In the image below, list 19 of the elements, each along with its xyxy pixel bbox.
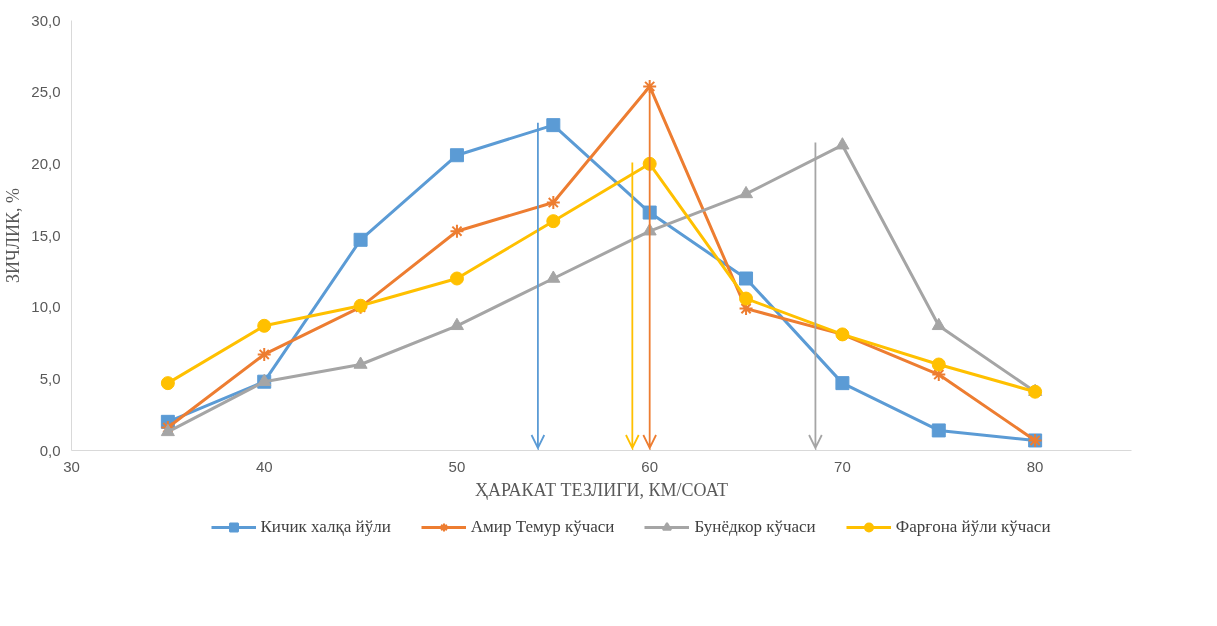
legend-label: Бунёдкор кўчаси	[694, 517, 816, 537]
y-tick-label: 25,0	[31, 83, 61, 101]
y-tick-label: 15,0	[31, 226, 61, 244]
x-tick-label: 30	[63, 457, 80, 475]
x-tick-label: 40	[255, 457, 273, 475]
y-tick-label: 30,0	[31, 11, 61, 29]
legend-label: Фарғона йўли кўчаси	[895, 517, 1051, 537]
x-axis-title: ҲАРАКАТ ТЕЗЛИГИ, КМ/СОАТ	[474, 479, 729, 500]
y-tick-label: 0,0	[39, 441, 61, 459]
y-tick-label: 10,0	[31, 298, 61, 316]
x-tick-label: 80	[1026, 457, 1044, 475]
legend-label: Амир Темур кўчаси	[470, 517, 615, 537]
legend-label: Кичик халқа йўли	[260, 517, 391, 537]
y-axis-title: ЗИЧЛИК, %	[3, 188, 24, 283]
x-tick-label: 50	[448, 457, 466, 475]
y-tick-label: 20,0	[31, 154, 61, 172]
y-tick-label: 5,0	[39, 369, 61, 387]
x-tick-label: 60	[641, 457, 659, 475]
x-tick-label: 70	[834, 457, 851, 475]
